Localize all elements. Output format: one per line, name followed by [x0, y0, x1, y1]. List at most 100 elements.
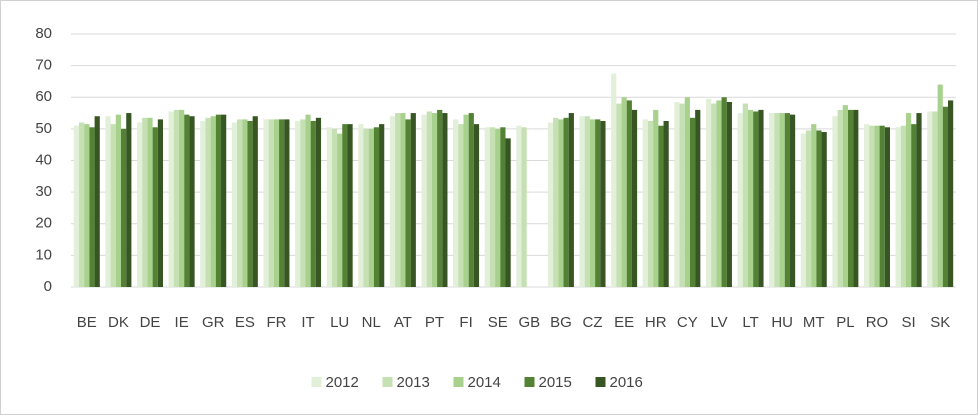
bar [911, 124, 917, 287]
bar [900, 125, 906, 288]
bar [337, 133, 343, 287]
bar [279, 119, 285, 287]
bar [905, 113, 912, 287]
legend-label: 2012 [326, 374, 359, 391]
bar [468, 113, 474, 287]
bar [358, 124, 364, 287]
bar [726, 101, 732, 288]
bar [331, 128, 338, 287]
bar [284, 119, 290, 287]
bar [674, 101, 680, 288]
bar [521, 127, 527, 287]
bar [832, 116, 838, 287]
bar [737, 113, 743, 287]
legend-label: 2016 [610, 374, 643, 391]
x-tick-label: SK [930, 314, 950, 331]
bar [126, 113, 132, 287]
x-tick-label: CY [677, 314, 698, 331]
bar [679, 103, 685, 287]
bar [705, 98, 712, 287]
x-tick-label: PT [425, 314, 444, 331]
bar [805, 130, 812, 287]
bar [558, 119, 564, 287]
bar [273, 119, 280, 287]
x-tick-label: SI [901, 314, 915, 331]
bar [231, 122, 238, 287]
bar [137, 122, 143, 287]
x-tick-label: RO [866, 314, 889, 331]
bar [568, 113, 574, 287]
y-tick-label: 40 [35, 151, 52, 168]
bar [395, 113, 401, 287]
x-tick-label: ES [235, 314, 255, 331]
bar [916, 113, 922, 287]
bar [458, 124, 464, 287]
bar [347, 124, 353, 287]
bar [837, 109, 843, 288]
bar [210, 116, 216, 287]
bar [221, 114, 227, 287]
bar [927, 111, 933, 287]
bar [495, 128, 501, 287]
bar [442, 113, 448, 287]
bar [869, 125, 875, 288]
bar [847, 109, 854, 288]
bar [368, 128, 374, 287]
bar [753, 111, 759, 287]
legend-swatch [311, 377, 322, 387]
legend-label: 2014 [468, 374, 501, 391]
bar [310, 120, 316, 287]
y-tick-label: 60 [35, 88, 52, 105]
bar [84, 124, 90, 287]
bar [626, 100, 632, 287]
y-tick-label: 50 [35, 120, 52, 137]
bar [405, 119, 411, 287]
bar [484, 127, 490, 287]
bar [811, 124, 817, 287]
bar [315, 117, 322, 288]
bar [821, 132, 827, 287]
bar [879, 125, 885, 288]
bar [779, 113, 785, 287]
bar [115, 114, 122, 287]
bar [421, 114, 427, 287]
bar [695, 109, 701, 288]
bar [516, 125, 522, 288]
bar [473, 124, 480, 287]
y-tick-label: 80 [35, 25, 52, 42]
bar [584, 116, 590, 287]
bar [295, 120, 301, 287]
bar [389, 116, 396, 287]
bar [89, 127, 95, 287]
bar [410, 113, 416, 287]
x-tick-label: SE [488, 314, 508, 331]
bar [816, 130, 822, 287]
bar [647, 120, 654, 287]
bar [784, 113, 790, 287]
y-tick-label: 70 [35, 57, 52, 74]
bar [500, 127, 506, 287]
bar [895, 127, 901, 287]
bar [142, 117, 148, 288]
x-tick-label: DK [108, 314, 129, 331]
bar [489, 127, 496, 287]
bar [263, 119, 269, 287]
legend-swatch [382, 377, 393, 387]
x-tick-label: HR [645, 314, 667, 331]
bar [342, 124, 348, 287]
bar [942, 106, 948, 287]
bar [152, 127, 158, 287]
bar [105, 116, 111, 287]
x-tick-label: GR [202, 314, 225, 331]
bar [157, 119, 164, 287]
x-tick-label: AT [394, 314, 412, 331]
legend-swatch [524, 377, 535, 387]
bar [884, 127, 890, 287]
x-tick-label: PL [836, 314, 854, 331]
bar [758, 109, 764, 288]
x-tick-label: LT [742, 314, 758, 331]
bar [205, 117, 211, 288]
bar [73, 125, 80, 288]
x-tick-label: IT [301, 314, 314, 331]
